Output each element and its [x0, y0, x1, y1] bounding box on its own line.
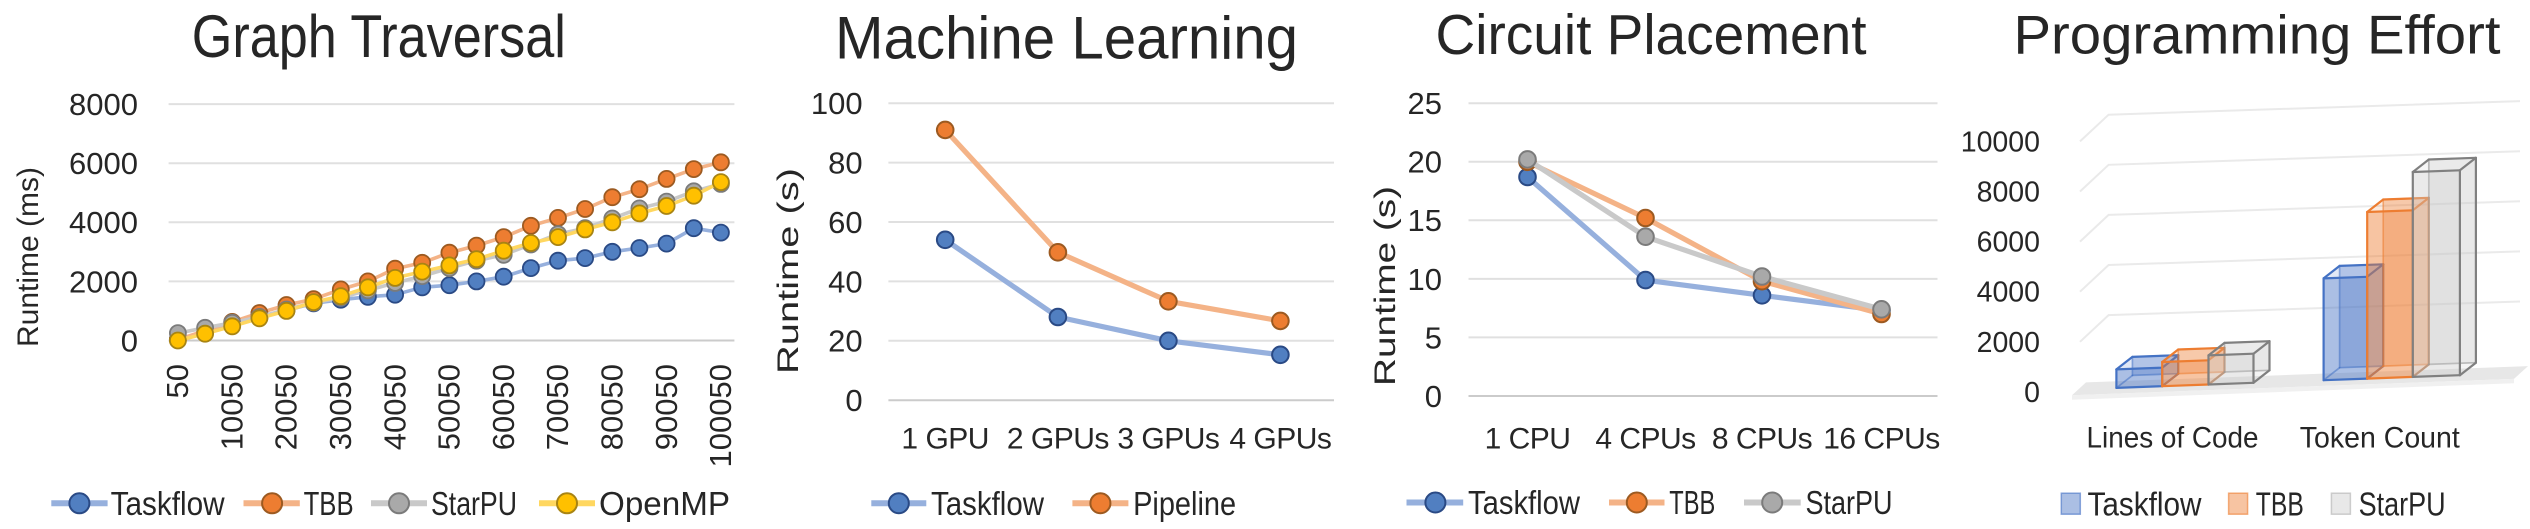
svg-text:1 GPU: 1 GPU: [901, 423, 989, 456]
svg-text:Circuit Placement: Circuit Placement: [1436, 3, 1867, 67]
svg-text:20: 20: [828, 324, 862, 359]
svg-text:1 CPU: 1 CPU: [1485, 423, 1571, 456]
svg-text:3 GPUs: 3 GPUs: [1117, 423, 1219, 456]
svg-text:OpenMP: OpenMP: [599, 485, 730, 522]
svg-text:TBB: TBB: [1669, 484, 1715, 521]
svg-text:15: 15: [1408, 203, 1442, 238]
svg-text:100050: 100050: [703, 364, 738, 467]
svg-text:5: 5: [1425, 320, 1442, 355]
svg-text:Taskflow: Taskflow: [931, 485, 1044, 522]
svg-text:50: 50: [160, 364, 195, 398]
svg-text:8 CPUs: 8 CPUs: [1712, 423, 1812, 456]
svg-text:4000: 4000: [69, 205, 138, 240]
svg-text:2 GPUs: 2 GPUs: [1007, 423, 1109, 456]
svg-text:Taskflow: Taskflow: [1468, 484, 1580, 521]
svg-text:6000: 6000: [1977, 227, 2040, 259]
svg-text:Taskflow: Taskflow: [111, 485, 225, 522]
svg-text:Runtime (ms): Runtime (ms): [12, 167, 45, 347]
svg-text:25: 25: [1408, 86, 1442, 121]
svg-text:80050: 80050: [595, 364, 630, 450]
svg-text:90050: 90050: [649, 364, 684, 450]
svg-text:2000: 2000: [1977, 327, 2040, 359]
svg-text:50050: 50050: [432, 364, 467, 450]
svg-text:Machine Learning: Machine Learning: [835, 5, 1298, 72]
svg-text:40050: 40050: [377, 364, 412, 450]
svg-text:10: 10: [1408, 262, 1442, 297]
svg-text:0: 0: [1425, 379, 1442, 414]
svg-text:10050: 10050: [214, 364, 249, 450]
svg-text:16 CPUs: 16 CPUs: [1823, 423, 1940, 456]
svg-text:100: 100: [811, 86, 863, 121]
svg-text:10000: 10000: [1961, 126, 2040, 158]
svg-text:Lines of Code: Lines of Code: [2087, 422, 2259, 455]
svg-text:0: 0: [121, 323, 138, 358]
svg-text:8000: 8000: [1977, 176, 2040, 208]
svg-text:0: 0: [845, 383, 862, 418]
svg-text:Programming Effort: Programming Effort: [2014, 5, 2501, 66]
svg-text:30050: 30050: [323, 364, 358, 450]
svg-text:4000: 4000: [1977, 277, 2040, 309]
svg-text:40: 40: [828, 264, 862, 299]
svg-text:20: 20: [1408, 145, 1442, 180]
svg-text:Token Count: Token Count: [2300, 422, 2461, 455]
svg-text:80: 80: [828, 145, 862, 180]
svg-text:2000: 2000: [69, 264, 138, 299]
svg-text:TBB: TBB: [2256, 485, 2304, 522]
svg-text:6000: 6000: [69, 146, 138, 181]
svg-text:StarPU: StarPU: [1806, 484, 1893, 521]
svg-text:Pipeline: Pipeline: [1133, 485, 1236, 522]
svg-text:4 GPUs: 4 GPUs: [1229, 423, 1331, 456]
svg-text:StarPU: StarPU: [2359, 485, 2446, 522]
svg-text:TBB: TBB: [304, 485, 354, 522]
svg-text:0: 0: [2024, 377, 2040, 409]
svg-text:Graph Traversal: Graph Traversal: [192, 3, 566, 70]
svg-text:4 CPUs: 4 CPUs: [1595, 423, 1695, 456]
svg-text:70050: 70050: [540, 364, 575, 450]
svg-text:Runtime (s): Runtime (s): [772, 168, 805, 374]
svg-text:60: 60: [828, 205, 862, 240]
svg-text:Runtime (s): Runtime (s): [1369, 186, 1402, 386]
svg-text:Taskflow: Taskflow: [2088, 485, 2202, 522]
svg-text:8000: 8000: [69, 87, 138, 122]
svg-text:StarPU: StarPU: [431, 485, 517, 522]
svg-text:60050: 60050: [486, 364, 521, 450]
svg-text:20050: 20050: [269, 364, 304, 450]
